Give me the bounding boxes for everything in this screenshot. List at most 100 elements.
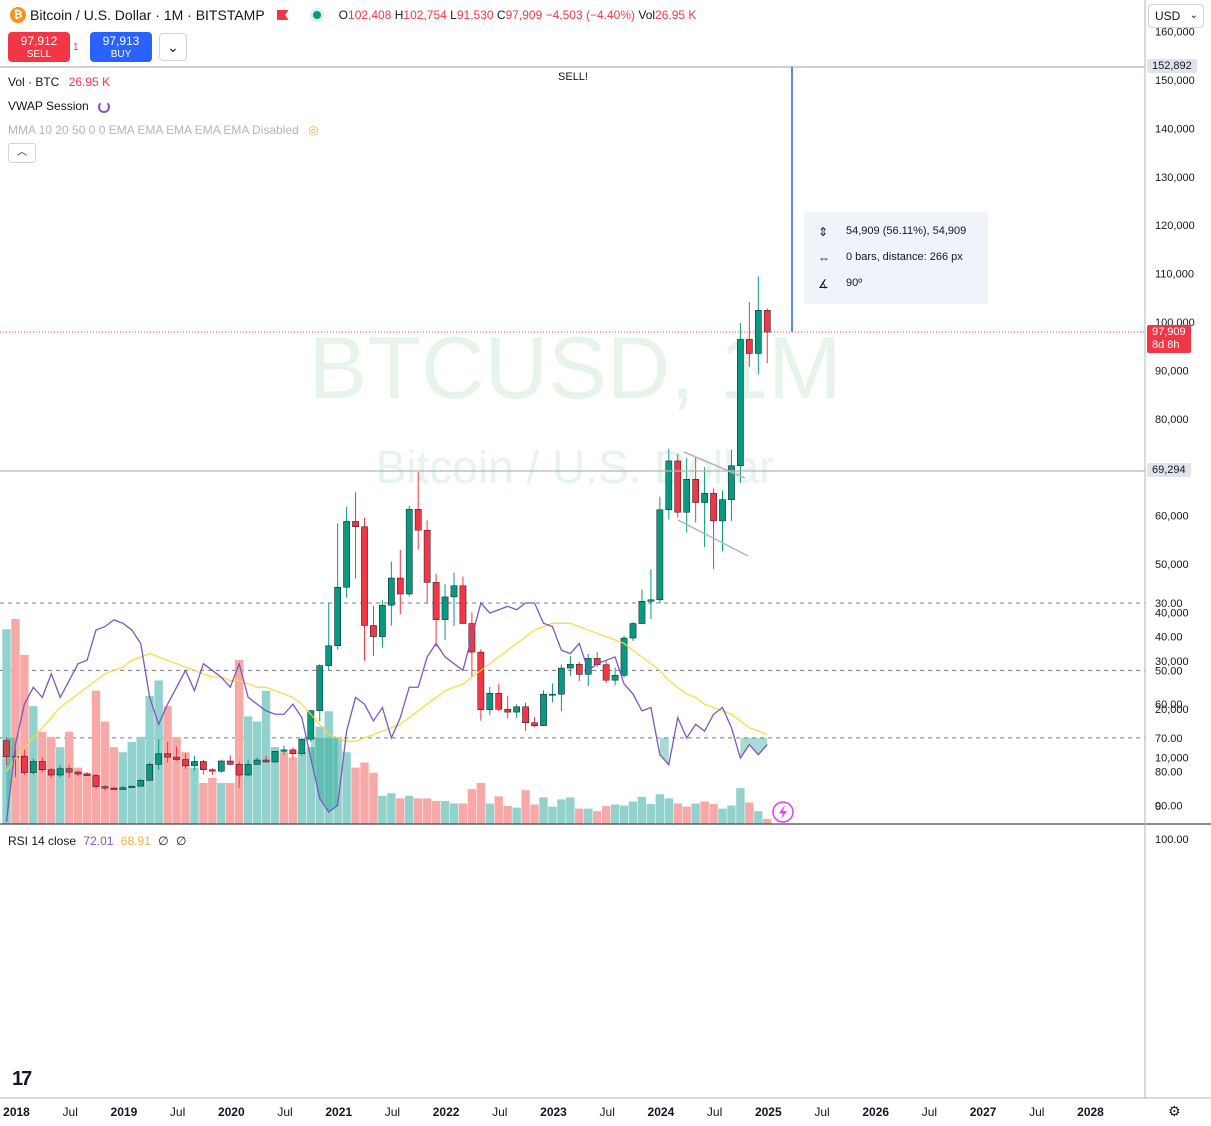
symbol-header[interactable]: ₿ Bitcoin / U.S. Dollar · 1M · BITSTAMP … [10, 7, 696, 23]
candle-body[interactable] [101, 786, 109, 789]
candle-body[interactable] [423, 529, 431, 583]
candle-body[interactable] [388, 577, 395, 606]
candle-body[interactable] [191, 761, 198, 767]
candle-body[interactable] [477, 651, 485, 710]
candle-body[interactable] [763, 310, 771, 333]
candle-body[interactable] [271, 751, 279, 763]
candle-body[interactable] [567, 663, 574, 669]
candle-body[interactable] [253, 759, 261, 765]
time-axis[interactable]: 2018 Jul 2019 Jul 2020 Jul 2021 Jul 2022 Jul 2023 J… [3, 1105, 1104, 1119]
candle-body[interactable] [74, 771, 82, 775]
price-axis[interactable]: 010,00020,00030,00040,00050,00060,00070,… [1155, 27, 1195, 813]
price-tag-top[interactable]: 152,892 [1147, 59, 1197, 73]
candle-body[interactable] [584, 658, 592, 675]
candle-body[interactable] [226, 760, 234, 765]
flag-upper-line[interactable] [683, 451, 746, 479]
candle-body[interactable] [173, 756, 180, 760]
candle-body[interactable] [737, 339, 744, 466]
lightning-icon[interactable] [772, 801, 794, 823]
legend-mma[interactable]: MMA 10 20 50 0 0 EMA EMA EMA EMA EMA Dis… [8, 123, 319, 137]
flag-icon[interactable] [276, 10, 289, 20]
candle-body[interactable] [316, 665, 324, 711]
market-status-icon[interactable] [312, 11, 321, 19]
candle-body[interactable] [209, 769, 216, 772]
candle-body[interactable] [379, 604, 386, 637]
candle-body[interactable] [602, 664, 610, 681]
tradingview-logo[interactable]: 17 [12, 1068, 32, 1090]
candle-body[interactable] [334, 586, 341, 647]
candle-body[interactable] [540, 693, 547, 726]
candle-body[interactable] [549, 693, 556, 696]
candle-body[interactable] [38, 761, 46, 770]
legend-volume[interactable]: Vol · BTC 26.95 K [8, 75, 110, 89]
candle-body[interactable] [593, 658, 601, 665]
candle-body[interactable] [128, 785, 136, 788]
candle-body[interactable] [495, 692, 503, 710]
candle-body[interactable] [647, 599, 655, 602]
candle-body[interactable] [280, 749, 288, 752]
candle-body[interactable] [155, 753, 163, 765]
buy-button[interactable]: 97,913 BUY [90, 32, 152, 62]
candle-body[interactable] [414, 509, 422, 531]
candle-body[interactable] [656, 509, 664, 601]
candle-body[interactable] [513, 706, 520, 713]
flag-lower-line[interactable] [677, 519, 749, 557]
candle-body[interactable] [182, 759, 189, 767]
candle-body[interactable] [12, 755, 19, 758]
candle-body[interactable] [575, 663, 583, 675]
candle-body[interactable] [746, 339, 753, 354]
candle-body[interactable] [611, 675, 619, 681]
candle-body[interactable] [638, 601, 646, 624]
candle-body[interactable] [47, 769, 55, 776]
candle-body[interactable] [728, 465, 735, 500]
candle-body[interactable] [486, 692, 494, 710]
candle-body[interactable] [629, 623, 637, 639]
candle-body[interactable] [531, 722, 538, 726]
candle-body[interactable] [692, 479, 699, 503]
candle-body[interactable] [30, 761, 37, 773]
price-tag-last[interactable]: 97,909 8d 8h [1147, 325, 1191, 353]
candle-body[interactable] [289, 749, 297, 754]
price-tag-level[interactable]: 69,294 [1147, 463, 1191, 477]
sell-annotation[interactable]: SELL! [558, 71, 588, 83]
candle-body[interactable] [137, 780, 145, 787]
candle-body[interactable] [441, 596, 449, 620]
eye-hidden-icon[interactable]: ◎ [308, 123, 319, 137]
candle-body[interactable] [92, 775, 100, 787]
order-dropdown-button[interactable]: ⌄ [159, 33, 187, 61]
candle-body[interactable] [200, 761, 207, 770]
legend-vwap[interactable]: VWAP Session [8, 99, 111, 113]
candle-body[interactable] [352, 521, 359, 527]
candle-body[interactable] [235, 764, 243, 776]
candle-body[interactable] [325, 645, 333, 666]
candle-body[interactable] [719, 499, 726, 522]
candle-body[interactable] [674, 460, 682, 513]
candle-body[interactable] [217, 760, 225, 772]
candle-body[interactable] [65, 768, 73, 773]
candle-body[interactable] [710, 493, 717, 522]
sell-button[interactable]: 97,912 SELL [8, 32, 70, 62]
rsi-axis[interactable]: 30.00 40.00 50.00 60.00 70.00 80.00 90.00 100.0… [1155, 598, 1189, 846]
rsi-legend[interactable]: RSI 14 close 72.01 68.91 ∅ ∅ [8, 834, 186, 848]
candle-body[interactable] [370, 625, 377, 637]
candle-body[interactable] [620, 637, 628, 676]
collapse-legend-button[interactable]: ︿ [8, 143, 36, 163]
candle-body[interactable] [432, 582, 440, 620]
candle-body[interactable] [701, 493, 708, 503]
candle-body[interactable] [307, 710, 315, 740]
candle-body[interactable] [262, 759, 270, 763]
symbol-title[interactable]: Bitcoin / U.S. Dollar · 1M · BITSTAMP [30, 7, 265, 23]
candle-body[interactable] [56, 768, 64, 776]
candle-body[interactable] [450, 585, 458, 598]
candle-body[interactable] [665, 460, 673, 511]
candle-body[interactable] [21, 755, 28, 773]
candle-body[interactable] [405, 509, 413, 595]
drawings[interactable]: SELL! [0, 66, 1145, 557]
candle-body[interactable] [522, 706, 529, 724]
candle-body[interactable] [558, 667, 565, 695]
candle-body[interactable] [3, 740, 10, 757]
candle-body[interactable] [110, 787, 118, 790]
candle-body[interactable] [164, 753, 171, 758]
candle-body[interactable] [244, 764, 252, 776]
